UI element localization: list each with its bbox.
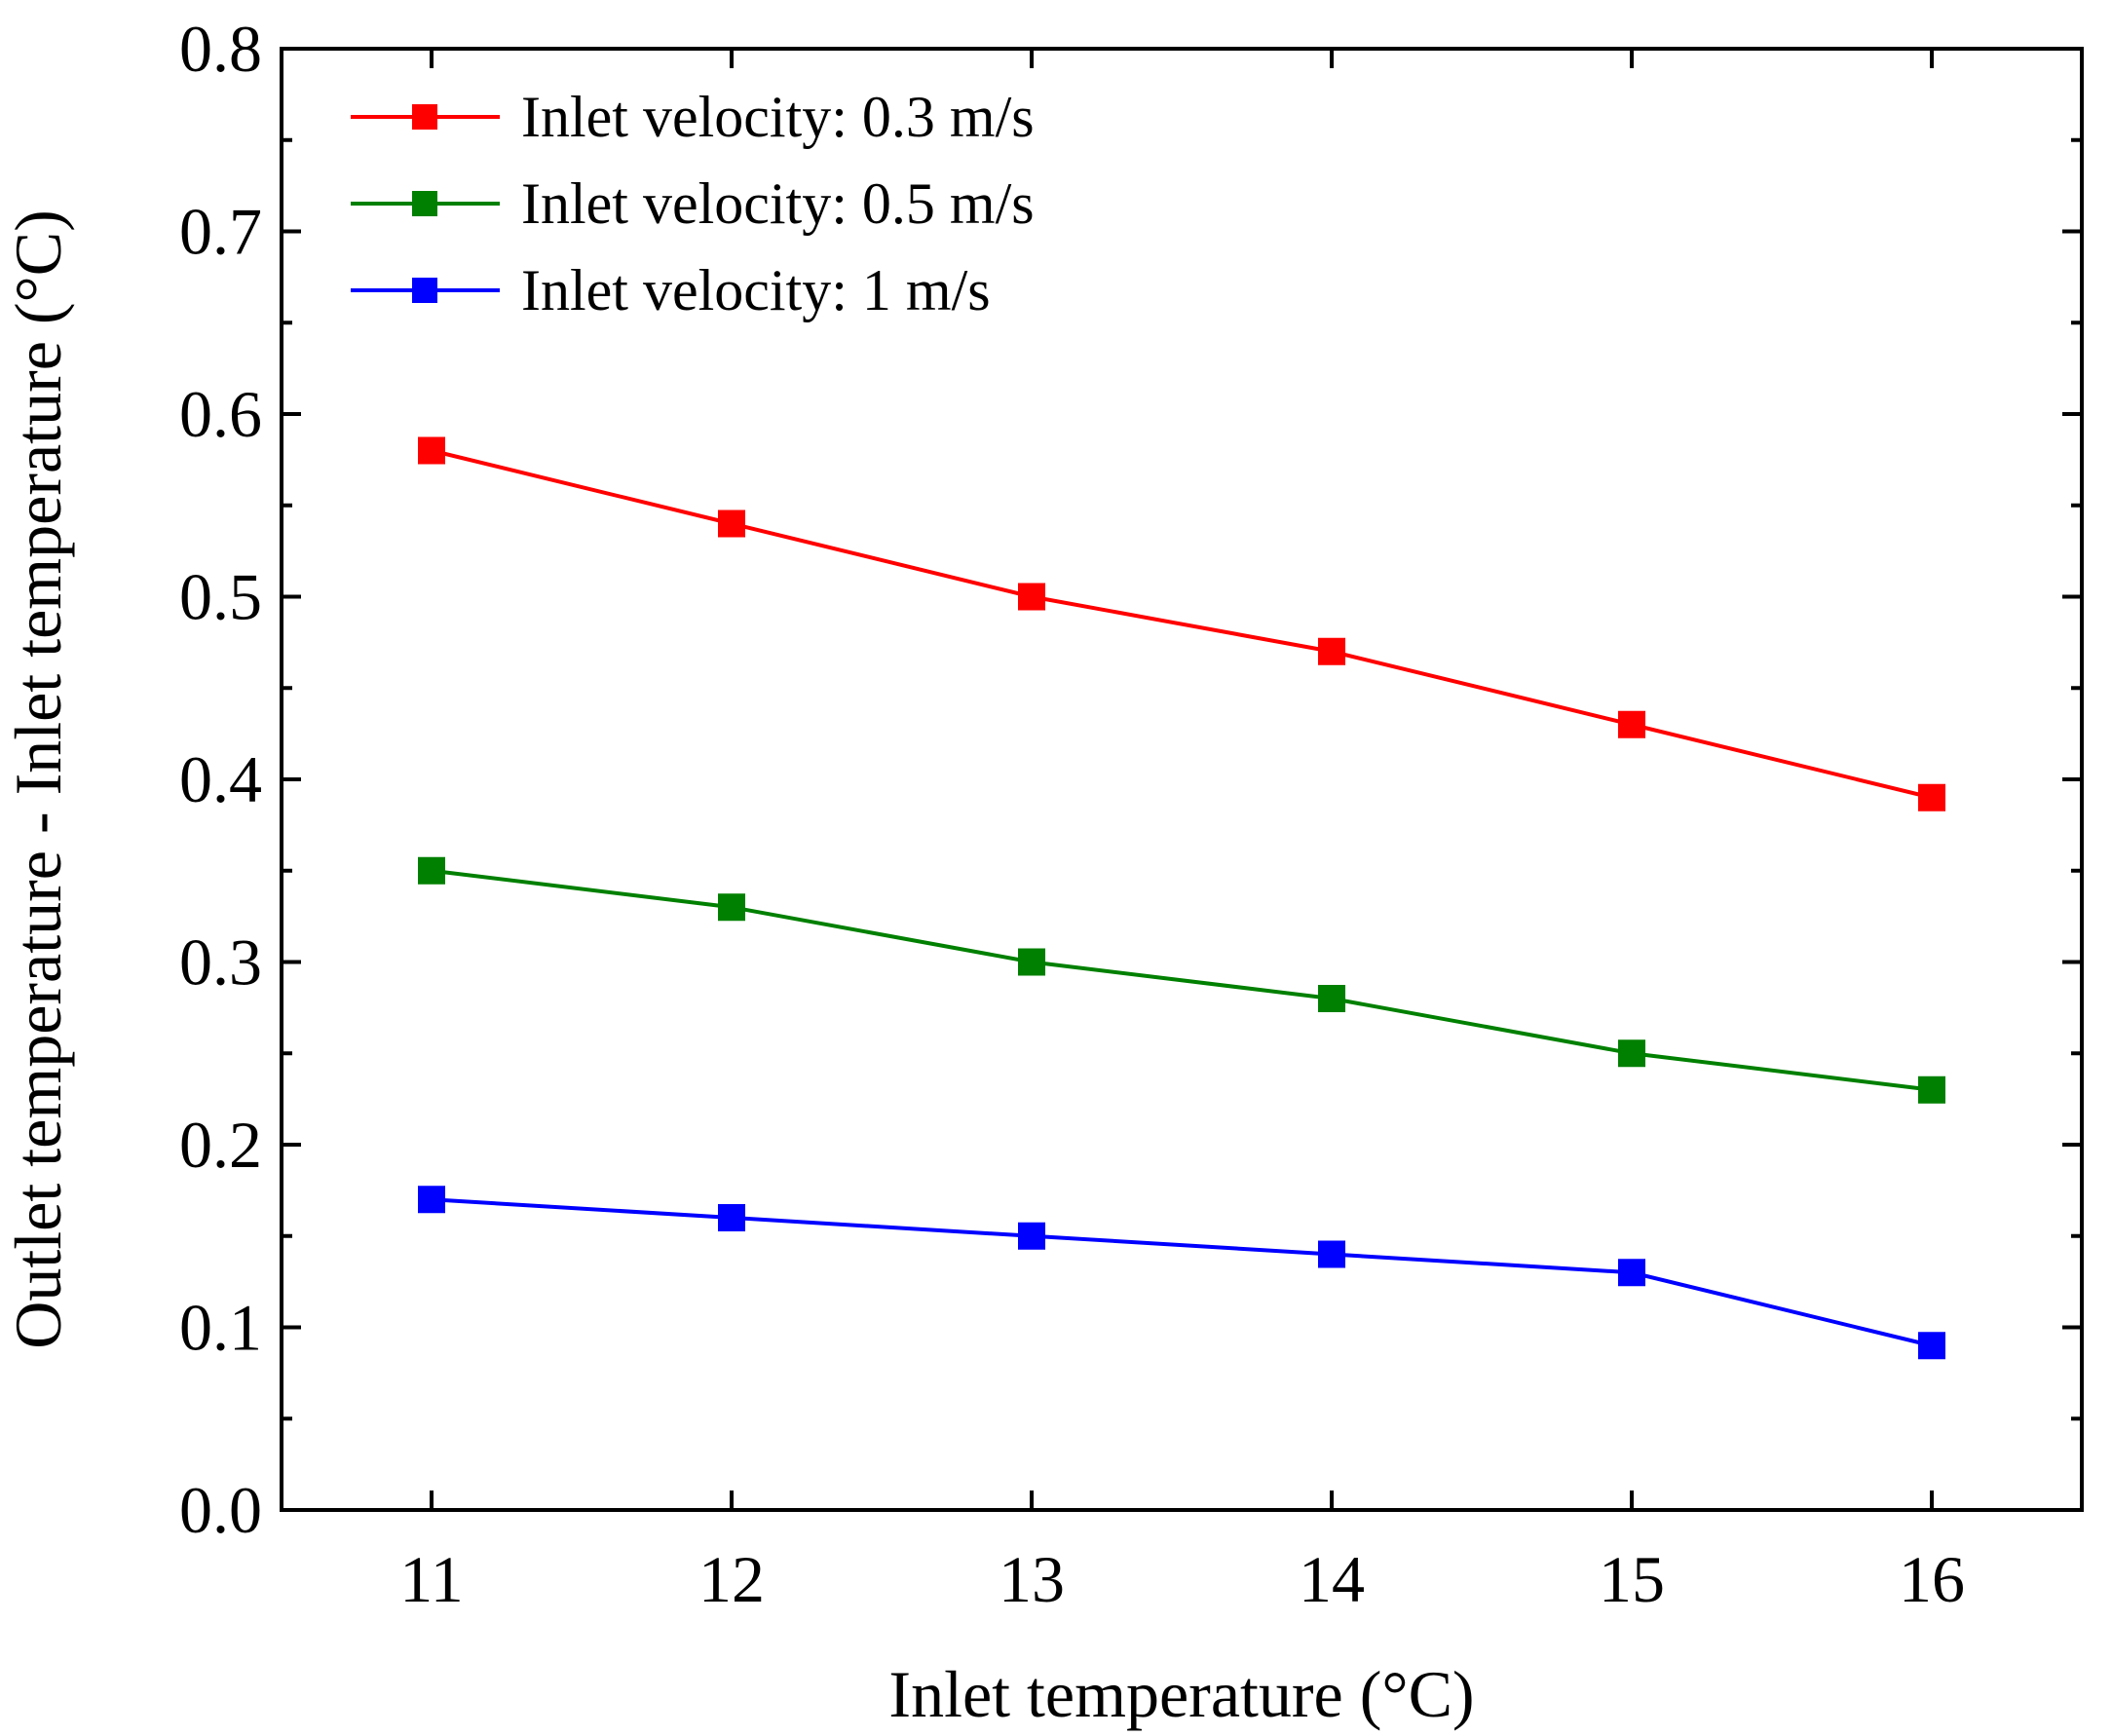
data-point — [1318, 985, 1345, 1012]
series-2 — [418, 856, 1945, 1104]
data-point — [1318, 1240, 1345, 1268]
y-axis-title: Outlet temperature - Inlet temperature (… — [1, 209, 75, 1348]
legend-label: Inlet velocity: 0.3 m/s — [521, 85, 1035, 149]
plot-series-layer — [418, 436, 1945, 1360]
data-point — [1318, 637, 1345, 665]
legend-marker — [412, 278, 437, 303]
x-tick-label: 16 — [1899, 1542, 1965, 1616]
y-tick-label: 0.6 — [179, 377, 262, 451]
x-tick-label: 15 — [1599, 1542, 1665, 1616]
data-point — [1918, 1076, 1945, 1104]
x-tick-label: 11 — [399, 1542, 463, 1616]
y-tick-label: 0.8 — [179, 12, 262, 86]
data-point — [418, 436, 445, 465]
series-line — [431, 448, 1933, 800]
data-point — [1918, 1332, 1945, 1360]
y-tick-label: 0.0 — [179, 1473, 262, 1547]
series-1 — [418, 436, 1945, 811]
legend-marker — [412, 104, 437, 130]
legend-entry: Inlet velocity: 1 m/s — [351, 258, 991, 322]
legend: Inlet velocity: 0.3 m/s Inlet velocity: 0… — [351, 85, 1035, 322]
data-point — [718, 1204, 745, 1231]
data-point — [1018, 583, 1045, 611]
data-point — [418, 1186, 445, 1214]
data-point — [1618, 1259, 1645, 1287]
x-tick-label: 12 — [698, 1542, 765, 1616]
data-point — [418, 856, 445, 885]
y-tick-label: 0.1 — [179, 1291, 262, 1365]
y-tick-label: 0.3 — [179, 925, 262, 1000]
legend-label: Inlet velocity: 0.5 m/s — [521, 171, 1035, 236]
series-line — [431, 1197, 1933, 1348]
data-point — [1018, 948, 1045, 976]
legend-entry: Inlet velocity: 0.3 m/s — [351, 85, 1035, 149]
axes-layer: 0.0 0.1 0.2 0.3 0.4 0.5 0.6 0.7 0.8 11 12 13 14 15 16 — [179, 12, 2082, 1616]
legend-label: Inlet velocity: 1 m/s — [521, 258, 991, 322]
data-point — [1018, 1222, 1045, 1250]
y-tick-label: 0.4 — [179, 742, 262, 816]
data-point — [1618, 710, 1645, 738]
legend-marker — [412, 191, 437, 216]
y-tick-label: 0.2 — [179, 1108, 262, 1182]
y-tick-label: 0.7 — [179, 195, 262, 269]
series-line — [431, 868, 1933, 1092]
x-tick-label: 13 — [999, 1542, 1065, 1616]
y-tick-label: 0.5 — [179, 560, 262, 634]
data-point — [1918, 783, 1945, 811]
x-axis-title: Inlet temperature (°C) — [888, 1657, 1474, 1731]
x-tick-label: 14 — [1299, 1542, 1365, 1616]
data-point — [718, 509, 745, 538]
data-point — [718, 893, 745, 922]
data-point — [1618, 1039, 1645, 1068]
series-3 — [418, 1186, 1945, 1360]
legend-entry: Inlet velocity: 0.5 m/s — [351, 171, 1035, 236]
